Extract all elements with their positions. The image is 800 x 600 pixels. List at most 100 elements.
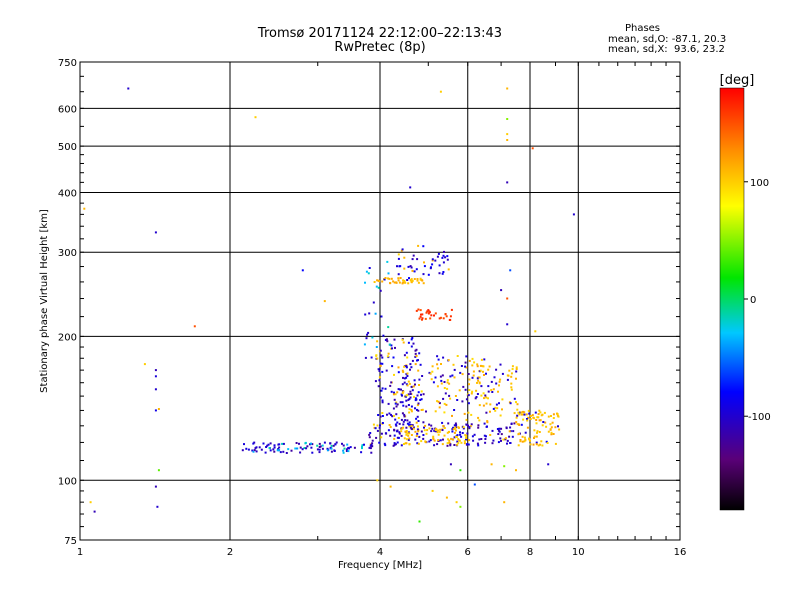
echo-point xyxy=(458,389,461,392)
echo-point xyxy=(480,394,483,397)
echo-point xyxy=(529,439,531,442)
echo-point xyxy=(535,435,538,438)
echo-point xyxy=(413,278,416,280)
echo-point xyxy=(305,447,308,450)
echo-point xyxy=(253,449,256,452)
echo-point xyxy=(380,354,383,357)
echo-point xyxy=(550,415,552,417)
echo-point xyxy=(436,443,439,446)
echo-point xyxy=(241,449,244,452)
echo-point xyxy=(536,431,538,434)
echo-point xyxy=(501,408,503,411)
echo-point xyxy=(484,441,487,444)
echo-point xyxy=(451,430,454,433)
echo-point xyxy=(470,413,473,416)
echo-point xyxy=(290,449,293,452)
echo-point xyxy=(393,437,396,440)
echo-point xyxy=(387,272,390,275)
echo-point xyxy=(441,256,444,259)
echo-point xyxy=(476,377,479,380)
chart-subtitle: RwPretec (8p) xyxy=(334,40,426,55)
y-tick-labels: 75 100 200 300 400 500 600 750 xyxy=(58,58,77,547)
echo-point xyxy=(255,446,258,449)
echo-point xyxy=(342,444,345,447)
echo-point xyxy=(503,501,506,504)
echo-point xyxy=(498,384,500,387)
echo-point xyxy=(299,451,302,454)
echo-point xyxy=(385,369,388,372)
echo-point xyxy=(452,438,455,441)
echo-point xyxy=(466,443,469,445)
echo-point xyxy=(427,312,430,315)
echo-point xyxy=(408,437,411,440)
echo-point xyxy=(517,411,520,414)
echo-point xyxy=(449,443,452,445)
echo-point xyxy=(381,422,384,424)
echo-point xyxy=(371,336,374,339)
echo-point xyxy=(406,422,409,425)
echo-point xyxy=(368,433,371,436)
echo-point xyxy=(447,438,449,441)
echo-point xyxy=(401,369,404,372)
echo-point xyxy=(447,359,450,362)
echo-point xyxy=(429,317,432,320)
x-tick-label: 4 xyxy=(377,547,383,558)
echo-point xyxy=(550,426,553,429)
echo-point xyxy=(381,415,384,417)
echo-point xyxy=(436,363,439,366)
echo-point xyxy=(420,409,423,411)
echo-point xyxy=(397,388,400,391)
echo-point xyxy=(424,424,427,427)
echo-point xyxy=(453,424,456,427)
echo-point xyxy=(467,411,470,414)
echo-point xyxy=(406,372,409,375)
echo-point xyxy=(403,443,405,445)
echo-point xyxy=(417,420,420,422)
echo-point xyxy=(394,418,397,421)
y-axis-label: Stationary phase Virtual Height [km] xyxy=(39,209,50,393)
echo-point xyxy=(416,394,419,397)
echo-point xyxy=(388,424,391,426)
echo-point xyxy=(411,269,414,272)
echo-point xyxy=(363,443,365,446)
echo-point xyxy=(428,427,431,430)
echo-point xyxy=(401,383,404,386)
echo-point xyxy=(410,408,413,411)
echo-point xyxy=(405,351,408,354)
echo-point xyxy=(401,392,404,395)
echo-point xyxy=(388,412,391,415)
echo-point xyxy=(460,435,463,438)
echo-point xyxy=(411,258,414,261)
echo-point xyxy=(504,438,507,441)
echo-point xyxy=(369,432,372,434)
echo-point xyxy=(461,432,464,434)
echo-point xyxy=(408,432,411,435)
echo-point xyxy=(413,379,416,382)
echo-point xyxy=(376,279,379,282)
x-tick-label: 16 xyxy=(674,547,687,558)
echo-point xyxy=(378,376,381,379)
echo-point xyxy=(515,469,517,472)
echo-point xyxy=(515,377,517,380)
echo-point xyxy=(278,446,281,449)
echo-point xyxy=(528,437,530,440)
echo-point xyxy=(439,90,442,93)
echo-point xyxy=(572,213,575,216)
echo-point xyxy=(452,426,455,429)
echo-point xyxy=(460,441,463,444)
echo-point xyxy=(467,402,470,405)
echo-point xyxy=(154,231,157,234)
echo-point xyxy=(463,412,466,415)
echo-point xyxy=(511,368,514,370)
colorbar-tick-label: 100 xyxy=(750,178,769,189)
echo-point xyxy=(430,314,433,317)
echo-point xyxy=(409,363,412,366)
echo-point xyxy=(511,365,514,368)
echo-point xyxy=(403,381,406,384)
echo-point xyxy=(506,139,509,141)
echo-point xyxy=(361,444,364,447)
echo-point xyxy=(443,411,446,414)
echo-point xyxy=(415,435,418,437)
echo-point xyxy=(512,430,515,433)
echo-point xyxy=(477,379,480,382)
